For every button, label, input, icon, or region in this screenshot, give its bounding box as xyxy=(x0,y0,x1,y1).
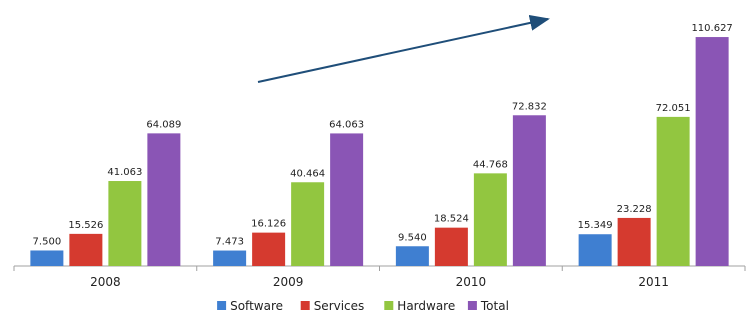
bar-total-2011 xyxy=(695,37,729,267)
x-tick-labels-group: 2008 2009 2010 2011 xyxy=(90,275,669,289)
trend-arrow xyxy=(257,15,550,83)
bars-group xyxy=(30,37,729,267)
bar-hardware-2008 xyxy=(108,181,142,266)
data-label-software-2011: 15.349 xyxy=(578,220,613,231)
data-label-services-2010: 18.524 xyxy=(434,214,469,225)
bar-services-2009 xyxy=(252,232,286,266)
bar-services-2011 xyxy=(617,217,651,266)
bar-software-2009 xyxy=(213,250,247,266)
data-label-hardware-2008: 41.063 xyxy=(107,167,142,178)
bar-services-2010 xyxy=(434,227,468,266)
legend-label-total: Total xyxy=(480,299,509,313)
data-label-total-2009: 64.063 xyxy=(329,119,364,130)
bar-total-2010 xyxy=(512,115,546,266)
legend-swatch-software xyxy=(217,301,227,310)
x-tick-label-2009: 2009 xyxy=(273,275,304,289)
legend: Software Services Hardware Total xyxy=(217,299,509,313)
legend-label-software: Software xyxy=(230,299,283,313)
data-label-software-2010: 9.540 xyxy=(398,232,427,243)
bar-hardware-2009 xyxy=(291,182,325,266)
bar-services-2008 xyxy=(69,233,103,266)
data-label-software-2008: 7.500 xyxy=(33,236,62,247)
bar-hardware-2011 xyxy=(656,116,690,266)
legend-swatch-hardware xyxy=(384,301,394,310)
legend-swatch-total xyxy=(467,301,477,310)
data-label-total-2010: 72.832 xyxy=(512,101,547,112)
data-label-total-2008: 64.089 xyxy=(146,119,181,130)
data-label-hardware-2010: 44.768 xyxy=(473,159,508,170)
legend-swatch-services xyxy=(300,301,310,310)
legend-label-hardware: Hardware xyxy=(397,299,455,313)
data-label-services-2009: 16.126 xyxy=(251,219,286,230)
axis-group xyxy=(13,265,746,271)
bar-software-2008 xyxy=(30,250,64,266)
x-tick-label-2010: 2010 xyxy=(456,275,487,289)
data-label-services-2008: 15.526 xyxy=(68,220,103,231)
data-label-hardware-2011: 72.051 xyxy=(656,103,691,114)
x-tick-label-2008: 2008 xyxy=(90,275,121,289)
bar-software-2010 xyxy=(395,246,429,266)
bar-software-2011 xyxy=(578,234,612,266)
legend-label-services: Services xyxy=(314,299,365,313)
data-label-hardware-2009: 40.464 xyxy=(290,168,325,179)
bar-hardware-2010 xyxy=(473,173,507,266)
data-labels-group: 7.500 15.526 41.063 64.089 7.473 16.126 40.464… xyxy=(33,23,733,247)
bar-total-2009 xyxy=(330,133,364,266)
bar-total-2008 xyxy=(147,133,181,266)
data-label-services-2011: 23.228 xyxy=(617,204,652,215)
data-label-total-2011: 110.627 xyxy=(691,23,732,34)
x-tick-label-2011: 2011 xyxy=(638,275,669,289)
data-label-software-2009: 7.473 xyxy=(215,237,244,248)
